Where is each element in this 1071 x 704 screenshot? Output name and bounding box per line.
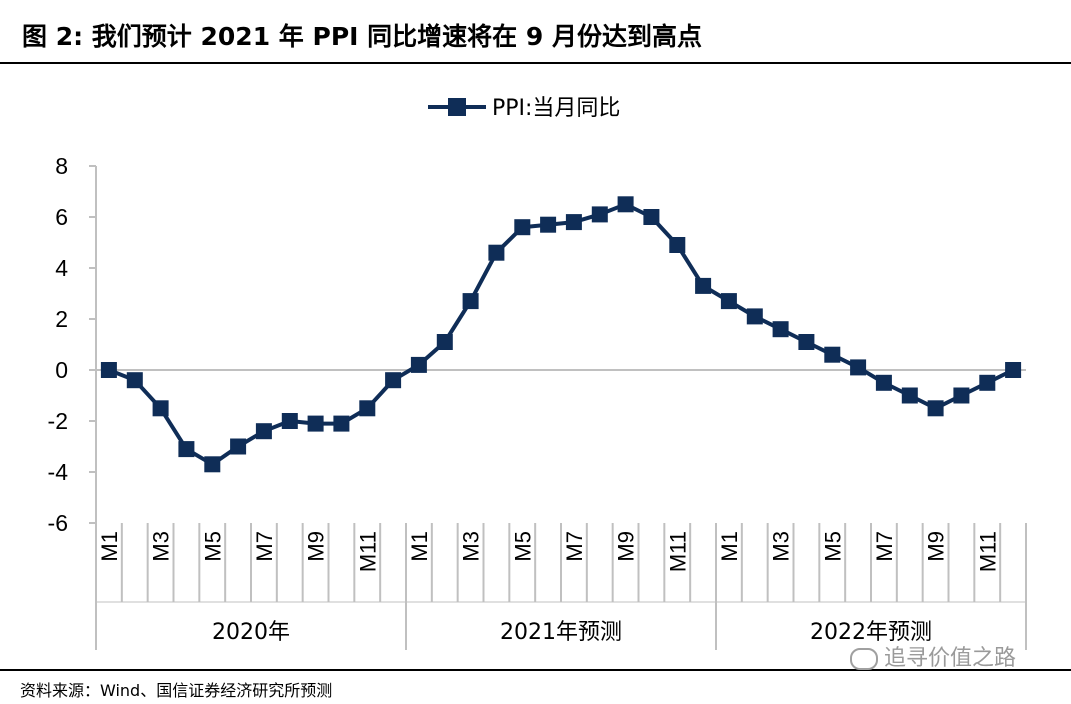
x-tick-label: M7 [872,531,897,562]
y-tick-label: 8 [55,153,68,179]
data-point [281,413,298,429]
group-label: 2022年预测 [810,620,932,645]
data-point [204,456,221,473]
top-rule [0,62,1071,64]
x-tick-label: M1 [717,531,742,562]
data-point [333,415,350,432]
data-point [979,374,996,391]
x-tick-label: M1 [407,531,432,562]
data-point [901,387,918,404]
x-tick-label: M3 [149,531,174,562]
data-point [540,216,557,233]
data-point [178,441,195,458]
x-tick-label: M3 [459,531,484,562]
y-tick-label: 2 [55,306,68,332]
legend-label: PPI:当月同比 [492,96,620,121]
x-tick-label: M11 [665,531,690,572]
data-point [1005,362,1022,378]
legend-marker [448,98,466,116]
x-tick-label: M9 [304,531,329,562]
data-point [488,244,505,261]
x-tick-label: M9 [924,531,949,562]
watermark-text: 追寻价值之路 [884,646,1017,671]
x-tick-label: M11 [355,531,380,572]
title-bar: 图 2: 我们预计 2021 年 PPI 同比增速将在 9 月份达到高点 [0,0,1071,62]
data-point [462,293,479,310]
group-label: 2020年 [212,620,290,645]
wechat-icon [850,648,878,670]
x-tick-label: M5 [820,531,845,562]
data-point [927,400,944,417]
data-point [565,214,582,231]
data-point [824,346,841,363]
data-point [436,334,453,350]
figure-title: 图 2: 我们预计 2021 年 PPI 同比增速将在 9 月份达到高点 [22,22,702,51]
x-tick-label: M11 [975,531,1000,572]
data-point [126,372,143,389]
x-tick-label: M7 [252,531,277,562]
data-point [875,374,892,391]
data-point [798,334,815,350]
data-point [746,308,763,325]
x-tick-label: M3 [769,531,794,562]
x-tick-label: M5 [510,531,535,562]
x-tick-label: M9 [614,531,639,562]
y-tick-label: 0 [55,357,68,383]
data-point [695,277,712,294]
data-point [359,400,376,417]
data-point [385,372,402,389]
y-tick-label: 4 [55,255,68,281]
marks [100,196,1022,473]
data-point [669,237,686,253]
data-point [953,387,970,404]
bottom-rule [0,669,1071,671]
data-point [591,206,608,223]
legend: PPI:当月同比 [428,96,620,121]
data-point [514,219,531,236]
data-point [643,209,660,225]
y-tick-label: -4 [48,459,69,485]
group-label: 2021年预测 [500,620,622,645]
data-point [772,321,789,338]
y-tick-label: 6 [55,204,68,230]
data-point [230,438,247,455]
x-tick-label: M5 [200,531,225,562]
data-point [617,196,634,213]
data-point [255,423,272,440]
watermark: 追寻价值之路 [850,640,1016,672]
y-tick-label: -2 [48,408,68,434]
data-point [410,356,427,373]
axes: 8 6 4 2 0 -2 -4 -6 M1 M3 M5 M7 M9 M11 M1 M3 M5 M7 M9 M11 M1 M… [48,153,1027,650]
source-note: 资料来源：Wind、国信证券经济研究所预测 [20,681,333,700]
x-tick-label: M7 [562,531,587,562]
data-point [100,362,117,378]
x-tick-label: M1 [97,531,122,562]
data-point [307,415,324,432]
data-point [850,359,867,376]
y-tick-label: -6 [48,510,68,536]
data-point [720,293,737,310]
series-line [108,202,1014,467]
data-point [152,400,169,417]
